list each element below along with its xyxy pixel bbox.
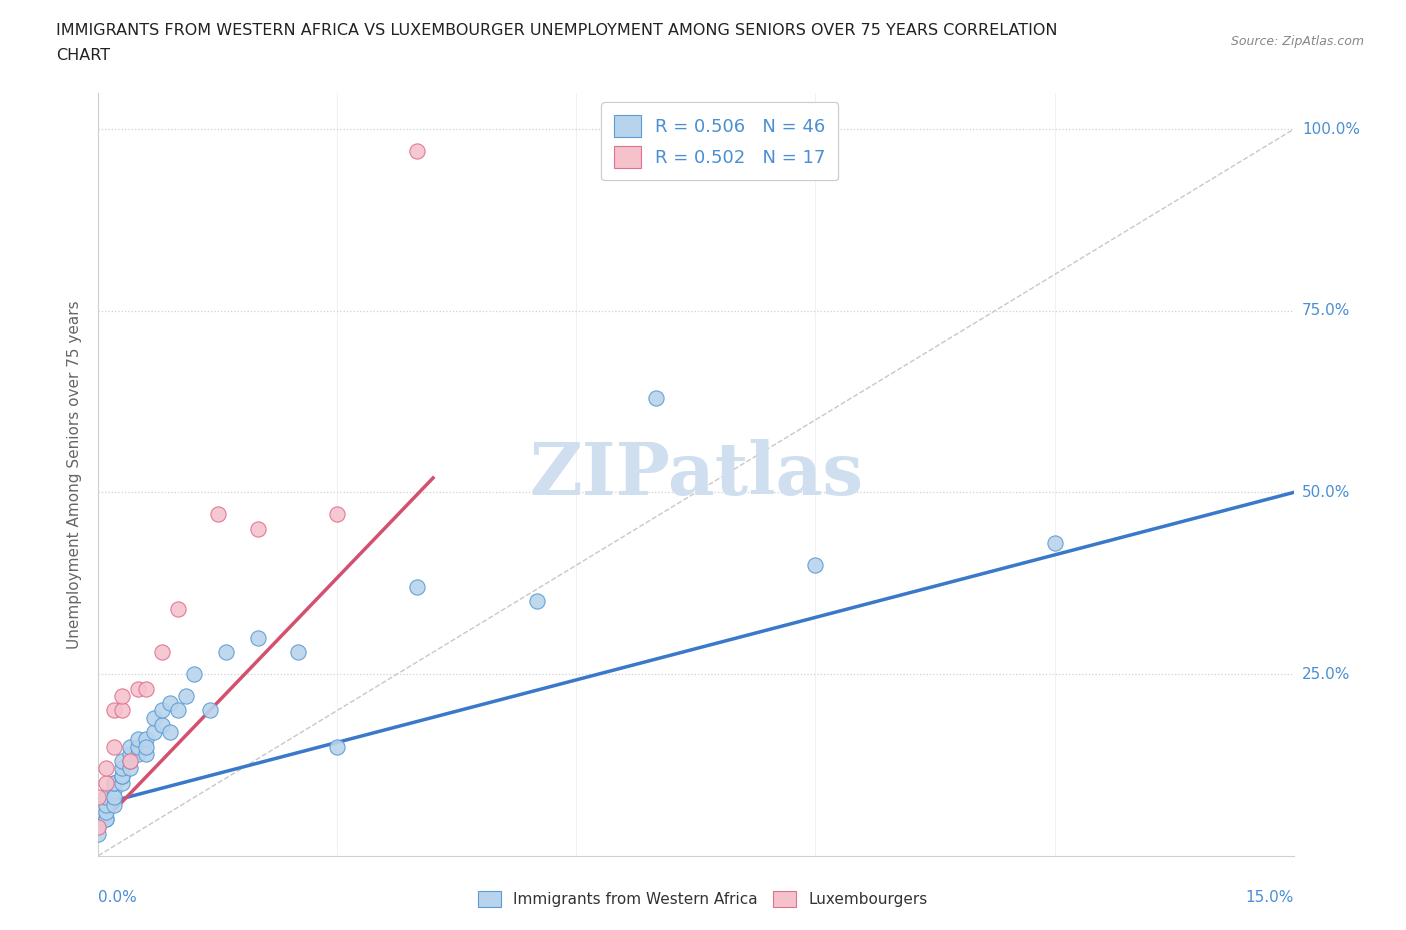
Point bbox=[111, 761, 134, 776]
Point bbox=[103, 739, 125, 754]
Point bbox=[645, 391, 668, 405]
Point bbox=[167, 601, 190, 616]
Point bbox=[87, 790, 110, 805]
Point bbox=[246, 522, 269, 537]
Point bbox=[103, 790, 125, 805]
Point bbox=[96, 812, 118, 827]
Point bbox=[120, 761, 142, 776]
Point bbox=[246, 631, 269, 645]
Text: CHART: CHART bbox=[56, 48, 110, 63]
Point bbox=[406, 143, 429, 158]
Text: 0.0%: 0.0% bbox=[98, 890, 138, 905]
Text: Source: ZipAtlas.com: Source: ZipAtlas.com bbox=[1230, 35, 1364, 48]
Point bbox=[135, 747, 157, 762]
Point bbox=[111, 688, 134, 703]
Point bbox=[1043, 536, 1066, 551]
Point bbox=[150, 644, 173, 659]
Point bbox=[127, 739, 149, 754]
Text: 50.0%: 50.0% bbox=[1302, 485, 1350, 500]
Text: 100.0%: 100.0% bbox=[1302, 122, 1360, 137]
Point bbox=[127, 681, 149, 696]
Text: 15.0%: 15.0% bbox=[1246, 890, 1294, 905]
Point bbox=[96, 797, 118, 812]
Text: ZIPatlas: ZIPatlas bbox=[529, 439, 863, 510]
Point bbox=[120, 753, 142, 768]
Point bbox=[143, 724, 166, 739]
Point bbox=[167, 703, 190, 718]
Point bbox=[127, 747, 149, 762]
Point bbox=[111, 768, 134, 783]
Point bbox=[183, 667, 205, 682]
Point bbox=[143, 711, 166, 725]
Point bbox=[135, 739, 157, 754]
Point bbox=[326, 507, 349, 522]
Point bbox=[207, 507, 229, 522]
Point bbox=[103, 797, 125, 812]
Text: IMMIGRANTS FROM WESTERN AFRICA VS LUXEMBOURGER UNEMPLOYMENT AMONG SENIORS OVER 7: IMMIGRANTS FROM WESTERN AFRICA VS LUXEMB… bbox=[56, 23, 1057, 38]
Point bbox=[96, 761, 118, 776]
Point bbox=[96, 804, 118, 819]
Point bbox=[406, 579, 429, 594]
Point bbox=[111, 768, 134, 783]
Point bbox=[87, 827, 110, 842]
Point bbox=[96, 790, 118, 805]
Point bbox=[326, 739, 349, 754]
Point bbox=[526, 594, 548, 609]
Point bbox=[174, 688, 197, 703]
Y-axis label: Unemployment Among Seniors over 75 years: Unemployment Among Seniors over 75 years bbox=[67, 300, 83, 648]
Legend: Immigrants from Western Africa, Luxembourgers: Immigrants from Western Africa, Luxembou… bbox=[472, 884, 934, 913]
Point bbox=[120, 747, 142, 762]
Point bbox=[135, 681, 157, 696]
Point bbox=[127, 732, 149, 747]
Point bbox=[804, 558, 827, 573]
Legend: R = 0.506   N = 46, R = 0.502   N = 17: R = 0.506 N = 46, R = 0.502 N = 17 bbox=[602, 102, 838, 180]
Point bbox=[159, 724, 181, 739]
Text: 75.0%: 75.0% bbox=[1302, 303, 1350, 318]
Point bbox=[111, 776, 134, 790]
Point bbox=[150, 717, 173, 732]
Text: 25.0%: 25.0% bbox=[1302, 667, 1350, 682]
Point bbox=[159, 696, 181, 711]
Point bbox=[198, 703, 221, 718]
Point bbox=[87, 819, 110, 834]
Point bbox=[215, 644, 238, 659]
Point bbox=[120, 739, 142, 754]
Point bbox=[87, 819, 110, 834]
Point bbox=[96, 776, 118, 790]
Point bbox=[111, 753, 134, 768]
Point bbox=[111, 703, 134, 718]
Point bbox=[103, 703, 125, 718]
Point bbox=[96, 812, 118, 827]
Point bbox=[287, 644, 309, 659]
Point bbox=[103, 783, 125, 798]
Point bbox=[135, 732, 157, 747]
Point bbox=[120, 753, 142, 768]
Point bbox=[150, 703, 173, 718]
Point bbox=[103, 776, 125, 790]
Point bbox=[103, 776, 125, 790]
